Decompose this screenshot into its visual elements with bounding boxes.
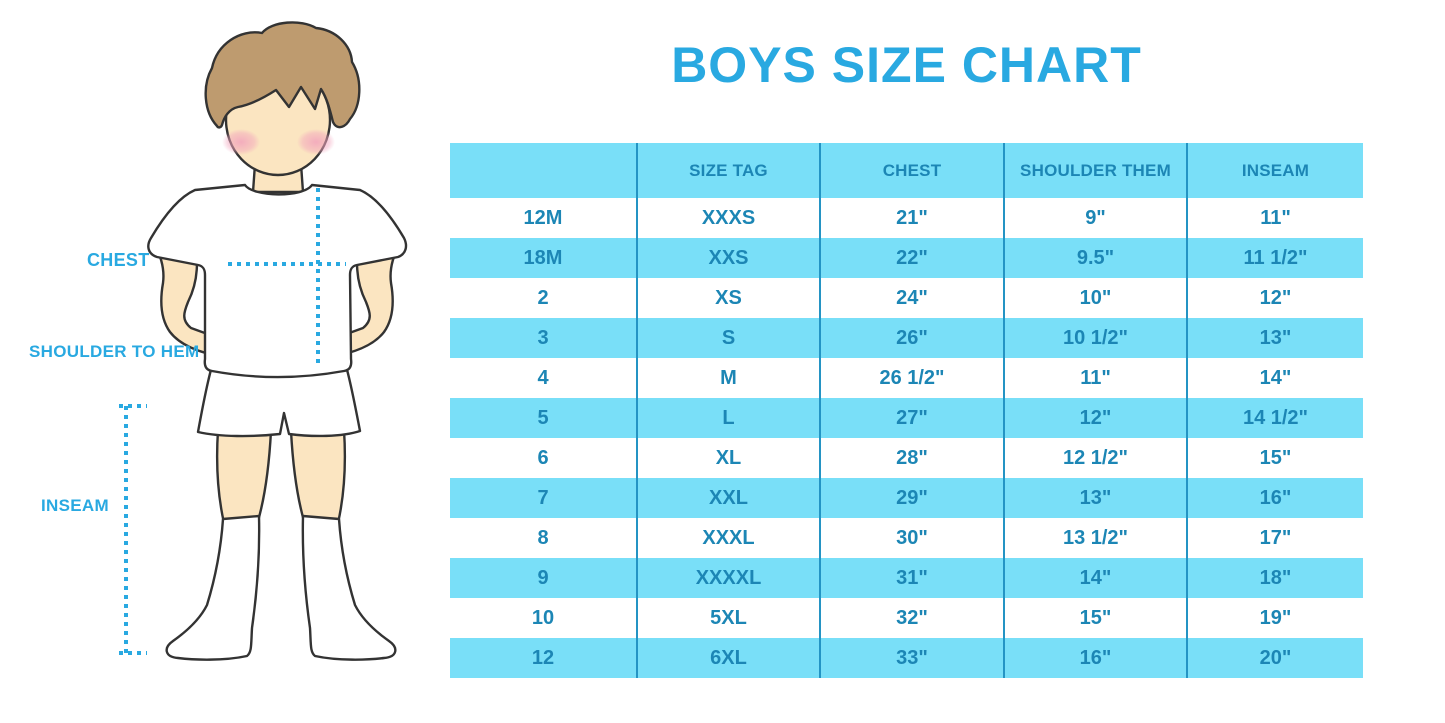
chest-label: CHEST xyxy=(87,250,150,270)
table-cell: 10" xyxy=(1003,278,1187,318)
boy-tshirt xyxy=(147,183,408,379)
boy-right-arm xyxy=(328,233,404,359)
boy-figure-illustration xyxy=(119,21,408,661)
table-cell: 12" xyxy=(1003,398,1187,438)
boy-right-sock xyxy=(301,514,397,661)
table-cell: XXXL xyxy=(636,518,820,558)
table-cell: 6 xyxy=(450,438,637,478)
table-cell: 27" xyxy=(819,398,1004,438)
size-table-head-row: SIZE TAG CHEST SHOULDER THEM INSEAM xyxy=(450,143,1363,198)
table-cell: 24" xyxy=(819,278,1004,318)
table-cell: 3 xyxy=(450,318,637,358)
column-header: SIZE TAG xyxy=(636,143,820,198)
table-cell: 30" xyxy=(819,518,1004,558)
table-cell: 14" xyxy=(1186,358,1363,398)
table-row: 12 6XL 33" 16" 20" xyxy=(450,638,1363,678)
table-cell: 11 1/2" xyxy=(1186,238,1363,278)
size-table-body: 12M XXXS 21" 9" 11" 18M XXS 22" 9.5" 11 1/2" 2 XS 24… xyxy=(450,198,1363,678)
table-cell: 11" xyxy=(1003,358,1187,398)
table-cell: 21" xyxy=(819,198,1004,238)
table-row: 2 XS 24" 10" 12" xyxy=(450,278,1363,318)
table-row: 8 XXXL 30" 13 1/2" 17" xyxy=(450,518,1363,558)
table-cell: 33" xyxy=(819,638,1004,678)
table-cell: XXXXL xyxy=(636,558,820,598)
table-cell: 15" xyxy=(1186,438,1363,478)
table-cell: 11" xyxy=(1186,198,1363,238)
table-row: 18M XXS 22" 9.5" 11 1/2" xyxy=(450,238,1363,278)
table-cell: 15" xyxy=(1003,598,1187,638)
table-cell: 20" xyxy=(1186,638,1363,678)
table-cell: 8 xyxy=(450,518,637,558)
table-cell: 31" xyxy=(819,558,1004,598)
table-cell: 7 xyxy=(450,478,637,518)
table-cell: XL xyxy=(636,438,820,478)
table-cell: XXS xyxy=(636,238,820,278)
table-cell: 14" xyxy=(1003,558,1187,598)
table-cell: 17" xyxy=(1186,518,1363,558)
column-header: SHOULDER THEM xyxy=(1003,143,1187,198)
table-cell: 5 xyxy=(450,398,637,438)
table-cell: 12" xyxy=(1186,278,1363,318)
column-header xyxy=(450,143,637,198)
column-header: CHEST xyxy=(819,143,1004,198)
table-cell: 18" xyxy=(1186,558,1363,598)
column-header: INSEAM xyxy=(1186,143,1363,198)
table-cell: 19" xyxy=(1186,598,1363,638)
boy-right-leg xyxy=(289,428,347,525)
table-cell: 16" xyxy=(1003,638,1187,678)
table-cell: 12 xyxy=(450,638,637,678)
table-cell: 28" xyxy=(819,438,1004,478)
table-row: 10 5XL 32" 15" 19" xyxy=(450,598,1363,638)
table-cell: 26" xyxy=(819,318,1004,358)
table-cell: 12 1/2" xyxy=(1003,438,1187,478)
inseam-label: INSEAM xyxy=(41,496,109,515)
boy-hair xyxy=(204,21,361,129)
table-row: 7 XXL 29" 13" 16" xyxy=(450,478,1363,518)
table-cell: XXXS xyxy=(636,198,820,238)
table-cell: 9 xyxy=(450,558,637,598)
table-cell: XS xyxy=(636,278,820,318)
size-table-head: SIZE TAG CHEST SHOULDER THEM INSEAM xyxy=(450,143,1363,198)
table-cell: 13 1/2" xyxy=(1003,518,1187,558)
table-row: 6 XL 28" 12 1/2" 15" xyxy=(450,438,1363,478)
table-cell: 6XL xyxy=(636,638,820,678)
table-cell: 22" xyxy=(819,238,1004,278)
table-cell: 2 xyxy=(450,278,637,318)
table-cell: 18M xyxy=(450,238,637,278)
table-cell: 9.5" xyxy=(1003,238,1187,278)
table-cell: 10 xyxy=(450,598,637,638)
table-row: 3 S 26" 10 1/2" 13" xyxy=(450,318,1363,358)
table-cell: L xyxy=(636,398,820,438)
table-cell: 13" xyxy=(1186,318,1363,358)
shoulder-to-hem-label: SHOULDER TO HEM xyxy=(29,342,200,361)
page-title: BOYS SIZE CHART xyxy=(671,37,1142,93)
boy-left-arm xyxy=(150,233,226,359)
table-cell: M xyxy=(636,358,820,398)
table-cell: 10 1/2" xyxy=(1003,318,1187,358)
table-row: 5 L 27" 12" 14 1/2" xyxy=(450,398,1363,438)
table-cell: 9" xyxy=(1003,198,1187,238)
size-table: SIZE TAG CHEST SHOULDER THEM INSEAM 12M XXXS… xyxy=(450,143,1363,678)
table-cell: 13" xyxy=(1003,478,1187,518)
table-row: 4 M 26 1/2" 11" 14" xyxy=(450,358,1363,398)
table-cell: 26 1/2" xyxy=(819,358,1004,398)
boy-blush-right xyxy=(297,129,335,155)
table-cell: 5XL xyxy=(636,598,820,638)
table-cell: 14 1/2" xyxy=(1186,398,1363,438)
table-cell: S xyxy=(636,318,820,358)
table-cell: 16" xyxy=(1186,478,1363,518)
table-cell: 12M xyxy=(450,198,637,238)
table-row: 12M XXXS 21" 9" 11" xyxy=(450,198,1363,238)
table-row: 9 XXXXL 31" 14" 18" xyxy=(450,558,1363,598)
boy-left-leg xyxy=(215,428,273,525)
table-cell: 4 xyxy=(450,358,637,398)
table-cell: XXL xyxy=(636,478,820,518)
boy-blush-left xyxy=(222,129,260,155)
boy-left-sock xyxy=(165,514,261,661)
table-cell: 32" xyxy=(819,598,1004,638)
table-cell: 29" xyxy=(819,478,1004,518)
